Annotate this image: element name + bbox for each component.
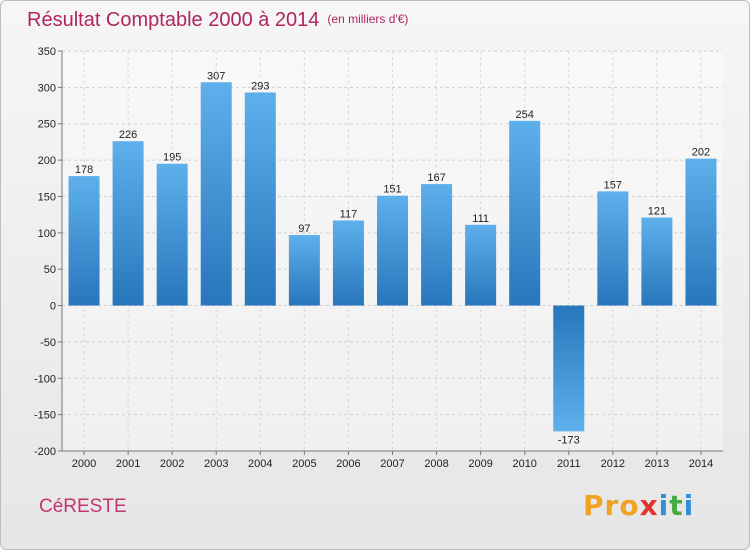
data-label-2010: 254	[516, 109, 534, 121]
data-label-2013: 121	[648, 206, 666, 218]
chart-title: Résultat Comptable 2000 à 2014 (en millie…	[27, 9, 408, 32]
x-tick-label-2010: 2010	[512, 458, 536, 470]
bar-2006	[332, 220, 364, 306]
x-tick-label-2005: 2005	[292, 458, 316, 470]
y-tick-label: -100	[34, 373, 56, 385]
logo-part-1: Pro	[583, 489, 640, 522]
chart-subtitle: (en milliers d'€)	[327, 12, 409, 26]
data-label-2005: 97	[298, 223, 310, 235]
bar-2010	[509, 120, 541, 306]
x-tick-label-2000: 2000	[72, 458, 96, 470]
bar-2011	[553, 305, 585, 432]
logo-part-4: t	[669, 489, 684, 522]
x-tick-label-2002: 2002	[160, 458, 184, 470]
bar-2004	[244, 92, 276, 306]
logo-part-5: i	[683, 489, 695, 522]
data-label-2008: 167	[427, 172, 445, 184]
x-tick-label-2009: 2009	[468, 458, 492, 470]
y-tick-label: 250	[38, 119, 56, 131]
bar-2012	[597, 191, 629, 306]
y-tick-label: 300	[38, 82, 56, 94]
data-label-2014: 202	[692, 147, 710, 159]
y-tick-label: -200	[34, 446, 56, 458]
bar-layer	[68, 82, 717, 432]
data-label-2006: 117	[340, 208, 358, 220]
y-tick-label: 50	[44, 264, 56, 276]
x-tick-label-2012: 2012	[601, 458, 625, 470]
y-tick-label: 100	[38, 228, 56, 240]
proxiti-logo: Proxiti	[583, 489, 694, 522]
chart-title-text: Résultat Comptable 2000 à 2014	[27, 9, 320, 31]
bar-2005	[288, 235, 320, 306]
data-label-2002: 195	[163, 152, 181, 164]
y-tick-label: -50	[40, 337, 56, 349]
data-label-2000: 178	[75, 164, 93, 176]
bar-2014	[685, 158, 717, 306]
y-tick-label: -150	[34, 410, 56, 422]
data-label-2007: 151	[383, 184, 401, 196]
y-tick-label: 150	[38, 191, 56, 203]
bar-2000	[68, 176, 100, 306]
y-tick-label: 200	[38, 155, 56, 167]
x-tick-label-2013: 2013	[645, 458, 669, 470]
bar-2009	[465, 224, 497, 306]
bar-2007	[377, 195, 408, 306]
logo-part-3: i	[658, 489, 670, 522]
bar-2003	[200, 82, 232, 306]
data-label-2011: -173	[558, 434, 580, 446]
bar-2001	[112, 141, 144, 306]
x-tick-label-2011: 2011	[557, 458, 581, 470]
logo-part-2: x	[639, 489, 659, 522]
data-label-2004: 293	[251, 80, 269, 92]
x-tick-label-2004: 2004	[248, 458, 272, 470]
x-tick-label-2001: 2001	[116, 458, 140, 470]
y-tick-label: 350	[38, 46, 56, 58]
x-tick-label-2003: 2003	[204, 458, 228, 470]
data-label-2001: 226	[119, 129, 137, 141]
bar-2008	[421, 184, 453, 306]
bar-2002	[156, 163, 188, 306]
data-label-2012: 157	[604, 179, 622, 191]
x-tick-label-2008: 2008	[424, 458, 448, 470]
x-tick-label-2014: 2014	[689, 458, 713, 470]
bar-2013	[641, 217, 673, 306]
y-tick-label: 0	[50, 301, 56, 313]
commune-name: CéRESTE	[39, 496, 127, 517]
x-tick-label-2007: 2007	[380, 458, 404, 470]
x-tick-label-2006: 2006	[336, 458, 360, 470]
label-layer: -200 -150 -100 -50 0 50 100 150 200 250 300 350 178 2…	[34, 46, 713, 470]
data-label-2009: 111	[472, 213, 489, 225]
data-label-2003: 307	[207, 70, 225, 82]
